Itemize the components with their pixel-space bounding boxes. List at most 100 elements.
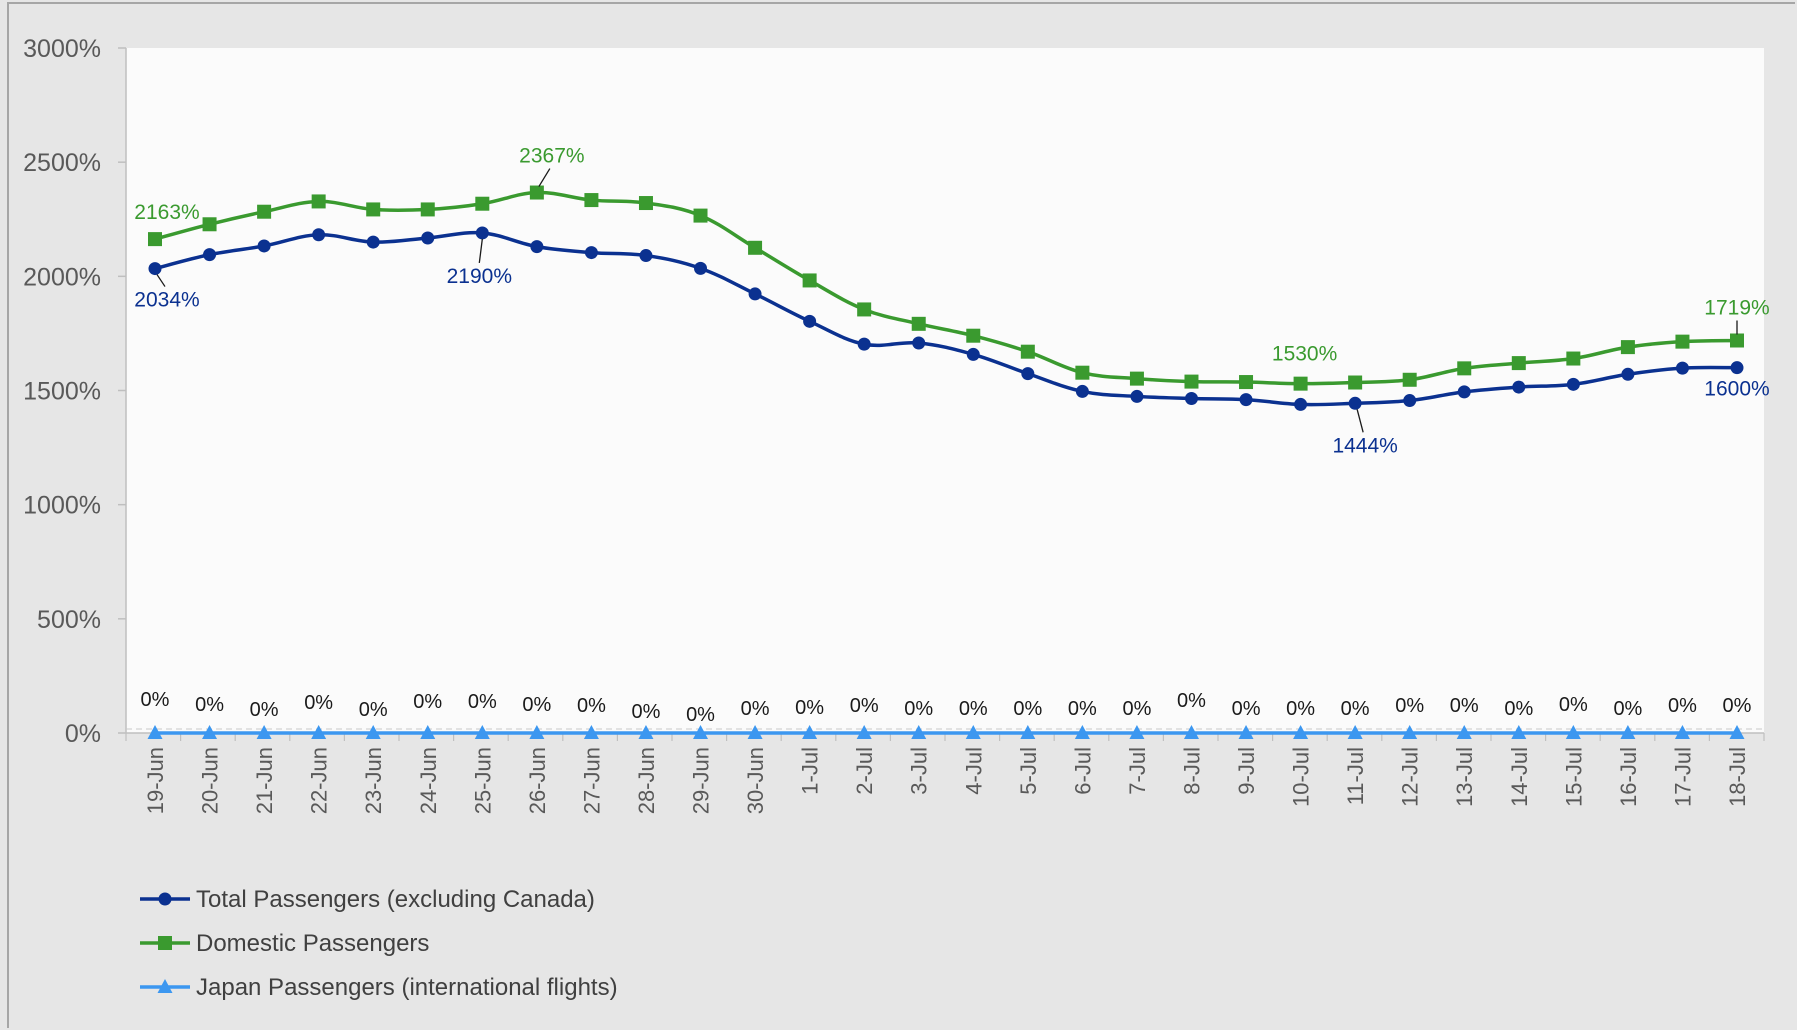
series-0-point (1621, 367, 1635, 381)
legend-marker (158, 892, 172, 906)
series-2-point (311, 725, 327, 739)
japan-data-label: 0% (1122, 698, 1151, 720)
series-2-point (856, 725, 872, 739)
series-0-point (912, 336, 926, 350)
japan-data-label: 0% (304, 692, 333, 714)
series-1-point (257, 204, 272, 219)
callout-leader (538, 168, 551, 187)
japan-data-label: 0% (577, 695, 606, 717)
x-tick-label: 23-Jun (361, 747, 386, 814)
series-1-point (1730, 333, 1744, 348)
series-0-point (1457, 385, 1471, 399)
legend-marker (158, 936, 172, 950)
series-0-point (1730, 361, 1744, 375)
series-2-point (420, 725, 436, 739)
series-0-point (1130, 389, 1144, 403)
series-1-point (1075, 365, 1090, 380)
x-tick-label: 4-Jul (961, 747, 986, 795)
y-tick-label: 3000% (23, 35, 101, 63)
japan-data-label: 0% (1613, 698, 1642, 720)
series-0-point (1348, 396, 1362, 410)
x-tick-label: 2-Jul (852, 747, 877, 795)
series-2-point (1238, 725, 1254, 739)
series-1-point (1620, 340, 1635, 355)
series-0-point (966, 347, 980, 361)
x-tick-label: 16-Jul (1616, 747, 1641, 807)
series-1-point (1457, 361, 1472, 376)
series-2-point (1456, 725, 1472, 739)
y-tick-label: 500% (37, 606, 101, 634)
x-tick-label: 17-Jul (1670, 747, 1695, 807)
x-tick-label: 10-Jul (1289, 747, 1314, 807)
x-tick-label: 15-Jul (1561, 747, 1586, 807)
callout-leader (478, 238, 483, 264)
series-2-point (965, 725, 981, 739)
series-0-point (1021, 367, 1035, 381)
series-1-point (911, 316, 926, 331)
japan-data-label: 0% (1232, 698, 1261, 720)
japan-data-label: 0% (959, 698, 988, 720)
series-1-point (638, 196, 653, 211)
series-1-point (1511, 356, 1526, 371)
x-tick-label: 28-Jun (634, 747, 659, 814)
x-tick-label: 18-Jul (1725, 747, 1750, 807)
series-0-point (1403, 394, 1417, 408)
japan-data-label: 0% (413, 691, 442, 713)
x-tick-label: 13-Jul (1452, 747, 1477, 807)
legend-label: Total Passengers (excluding Canada) (196, 886, 595, 913)
japan-data-label: 0% (1177, 690, 1206, 712)
series-1-point (802, 273, 817, 288)
series-1-point (1675, 334, 1690, 349)
x-tick-label: 26-Jun (525, 747, 550, 814)
japan-data-label: 0% (195, 694, 224, 716)
series-0-point (748, 287, 762, 301)
series-2-point (1402, 725, 1418, 739)
series-0-point (584, 246, 598, 260)
series-1-point (1184, 374, 1199, 389)
legend-item-0: Total Passengers (excluding Canada) (140, 886, 595, 913)
x-tick-label: 1-Jul (798, 747, 823, 795)
series-2-point (1293, 725, 1309, 739)
series-2-point (1183, 725, 1199, 739)
series-layer (147, 185, 1745, 739)
series-1-point (1348, 375, 1363, 390)
series-1-point (420, 202, 435, 217)
series-1-point (311, 194, 326, 209)
japan-data-label: 0% (795, 697, 824, 719)
series-1-point (1129, 371, 1144, 386)
series-2-point (1074, 725, 1090, 739)
x-tick-label: 11-Jul (1343, 747, 1368, 805)
callout-label: 2190% (447, 265, 512, 288)
x-tick-label: 29-Jun (689, 747, 714, 814)
series-0-point (1239, 393, 1253, 407)
legend-label: Domestic Passengers (196, 930, 429, 957)
series-0-point (1675, 361, 1689, 375)
callout-label: 2367% (519, 145, 584, 168)
callout-label: 1600% (1704, 378, 1769, 401)
x-tick-label: 7-Jul (1125, 747, 1150, 795)
japan-data-label: 0% (1395, 695, 1424, 717)
legend: Total Passengers (excluding Canada) Domes… (140, 886, 618, 1001)
series-0-point (639, 249, 653, 263)
series-0-point (148, 262, 162, 276)
callout-label: 1719% (1704, 296, 1769, 319)
series-2-point (1729, 725, 1745, 739)
legend-item-1: Domestic Passengers (140, 930, 429, 957)
y-tick-label: 0% (65, 720, 101, 748)
japan-data-label: 0% (686, 704, 715, 726)
x-tick-label: 24-Jun (416, 747, 441, 814)
series-1-point (693, 208, 708, 223)
series-2-point (529, 725, 545, 739)
y-tick-label: 1500% (23, 378, 101, 406)
japan-data-label: 0% (1668, 695, 1697, 717)
y-tick-label: 2000% (23, 263, 101, 291)
series-1-point (202, 217, 217, 232)
x-tick-label: 19-Jun (143, 747, 168, 814)
series-2-point (638, 725, 654, 739)
series-0-point (1075, 384, 1089, 398)
x-tick-label: 5-Jul (1016, 747, 1041, 795)
series-2-point (1565, 725, 1581, 739)
callout-label: 1444% (1332, 434, 1397, 457)
japan-data-label: 0% (904, 698, 933, 720)
